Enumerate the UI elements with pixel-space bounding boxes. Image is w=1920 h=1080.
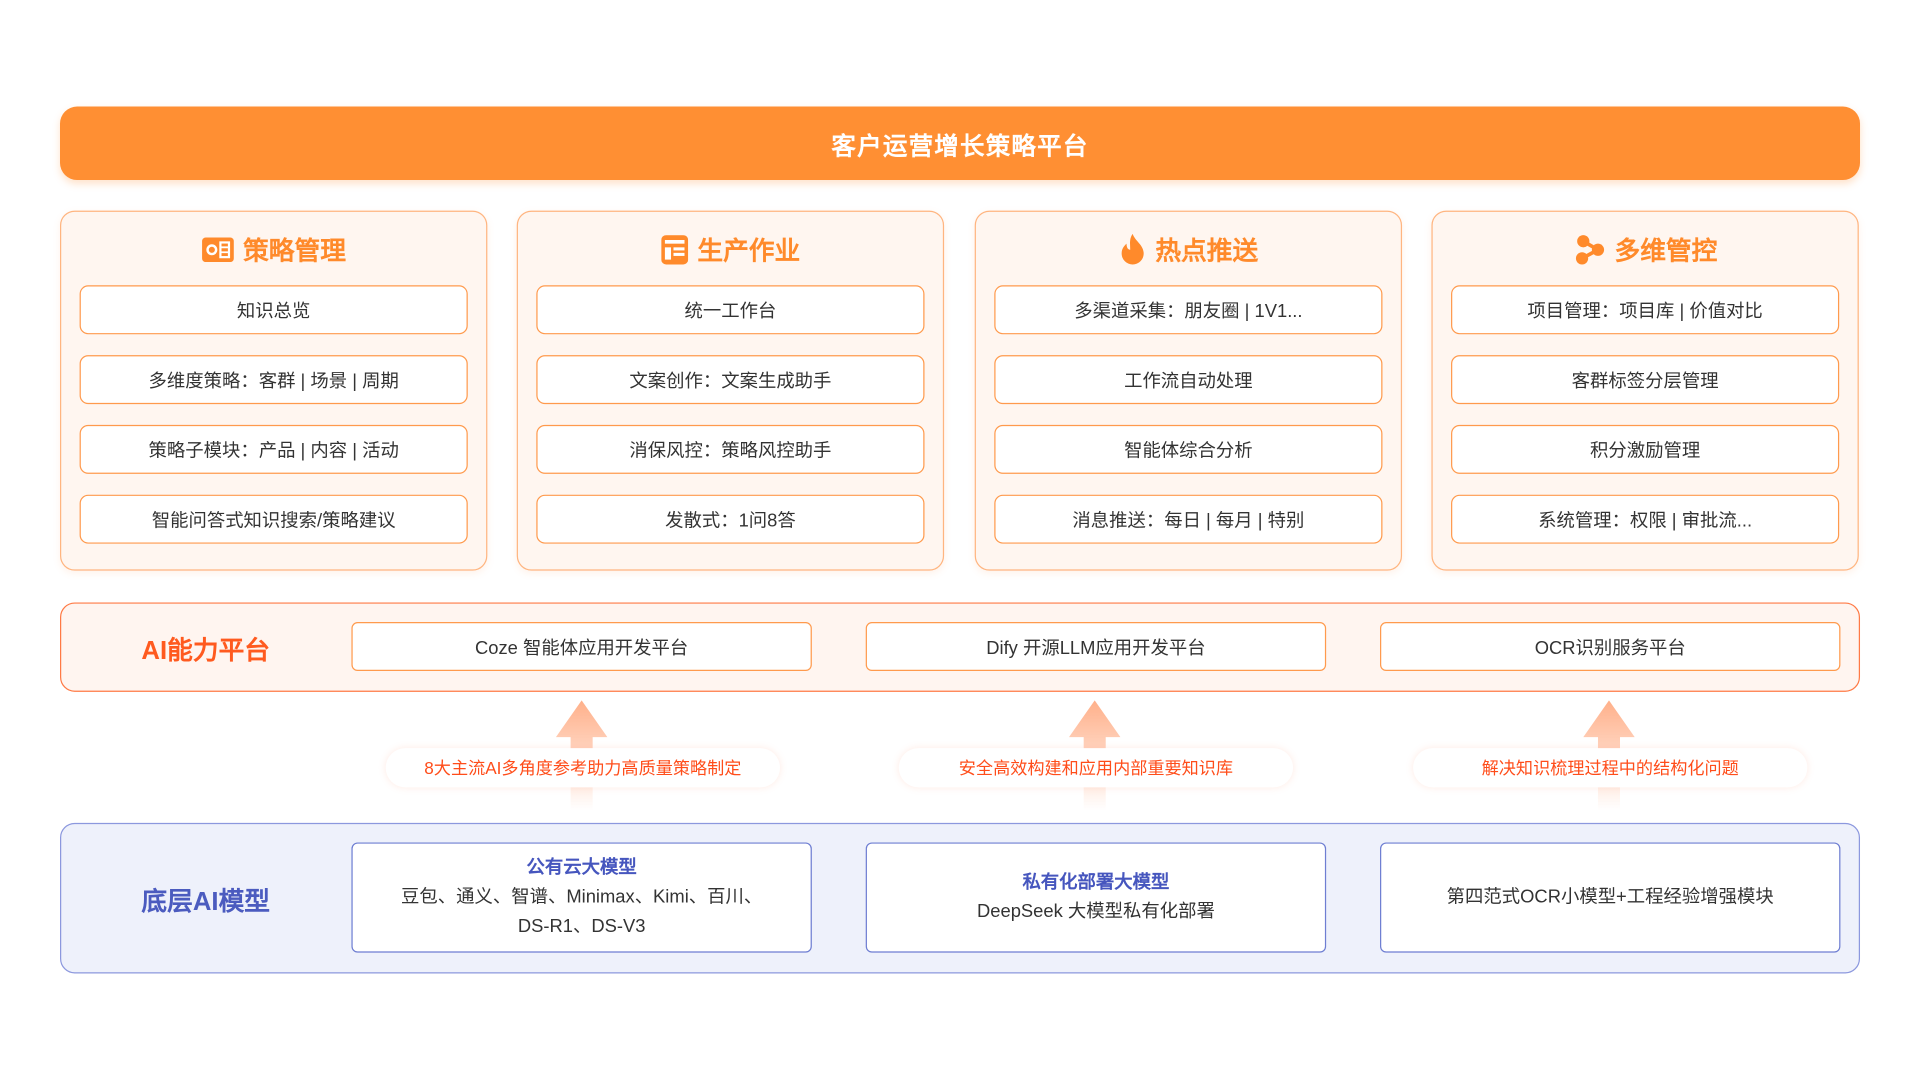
- ai-platform-item[interactable]: Dify 开源LLM应用开发平台: [865, 622, 1327, 672]
- strategy-panel-icon: [201, 237, 234, 263]
- base-model-line: 豆包、通义、智谱、Minimax、Kimi、百川、: [401, 886, 763, 908]
- base-model-title: 私有化部署大模型: [1022, 871, 1170, 893]
- module-item[interactable]: 统一工作台: [536, 285, 925, 335]
- module-item[interactable]: 项目管理：项目库 | 价值对比: [1451, 285, 1840, 335]
- base-model-line: DS-R1、DS-V3: [517, 915, 646, 937]
- benefit-pill: 解决知识梳理过程中的结构化问题: [1413, 748, 1808, 788]
- nodes-icon: [1575, 235, 1604, 265]
- module-item[interactable]: 多维度策略：客群 | 场景 | 周期: [79, 355, 468, 405]
- module-item[interactable]: 策略子模块：产品 | 内容 | 活动: [79, 424, 468, 474]
- module-item[interactable]: 智能问答式知识搜索/策略建议: [79, 494, 468, 544]
- ai-platform-label: AI能力平台: [141, 636, 271, 665]
- module-item[interactable]: 文案创作：文案生成助手: [536, 355, 925, 405]
- base-model-private[interactable]: 私有化部署大模型 DeepSeek 大模型私有化部署: [865, 842, 1327, 953]
- ai-platform-item[interactable]: Coze 智能体应用开发平台: [351, 622, 812, 672]
- module-item[interactable]: 消息推送：每日 | 每月 | 特别: [994, 494, 1383, 544]
- module-item[interactable]: 发散式：1问8答: [536, 494, 925, 544]
- base-model-title: 公有云大模型: [526, 857, 637, 878]
- base-model-line: 第四范式OCR小模型+工程经验增强模块: [1446, 886, 1774, 908]
- module-title: 热点推送: [1155, 237, 1259, 266]
- module-card-production: 生产作业 统一工作台 文案创作：文案生成助手 消保风控：策略风控助手 发散式：1…: [516, 210, 945, 571]
- module-item[interactable]: 消保风控：策略风控助手: [536, 424, 925, 474]
- flame-icon: [1121, 233, 1144, 265]
- platform-title-bar: 客户运营增长策略平台: [60, 106, 1861, 181]
- base-model-label: 底层AI模型: [141, 887, 271, 916]
- module-item[interactable]: 工作流自动处理: [994, 355, 1383, 405]
- module-card-control: 多维管控 项目管理：项目库 | 价值对比 客群标签分层管理 积分激励管理 系统管…: [1431, 210, 1859, 571]
- ai-platform-item[interactable]: OCR识别服务平台: [1380, 622, 1841, 672]
- base-model-ocr[interactable]: 第四范式OCR小模型+工程经验增强模块: [1380, 842, 1841, 953]
- base-model-line: DeepSeek 大模型私有化部署: [977, 901, 1215, 923]
- module-item[interactable]: 智能体综合分析: [994, 424, 1383, 474]
- module-title: 生产作业: [697, 237, 801, 266]
- module-item[interactable]: 知识总览: [79, 285, 468, 335]
- benefit-pill: 8大主流AI多角度参考助力高质量策略制定: [385, 748, 781, 788]
- module-card-strategy: 策略管理 知识总览 多维度策略：客群 | 场景 | 周期 策略子模块：产品 | …: [60, 210, 488, 571]
- module-title: 多维管控: [1614, 237, 1718, 266]
- module-card-hot-push: 热点推送 多渠道采集：朋友圈 | 1V1... 工作流自动处理 智能体综合分析 …: [974, 210, 1403, 571]
- module-item[interactable]: 客群标签分层管理: [1451, 355, 1840, 405]
- module-item[interactable]: 系统管理：权限 | 审批流...: [1451, 494, 1840, 544]
- base-model-public-cloud[interactable]: 公有云大模型 豆包、通义、智谱、Minimax、Kimi、百川、 DS-R1、D…: [351, 842, 812, 953]
- benefit-pill: 安全高效构建和应用内部重要知识库: [898, 748, 1294, 788]
- module-item[interactable]: 积分激励管理: [1451, 424, 1840, 474]
- workbench-icon: [660, 235, 688, 265]
- module-item[interactable]: 多渠道采集：朋友圈 | 1V1...: [994, 285, 1383, 335]
- module-title: 策略管理: [243, 237, 346, 266]
